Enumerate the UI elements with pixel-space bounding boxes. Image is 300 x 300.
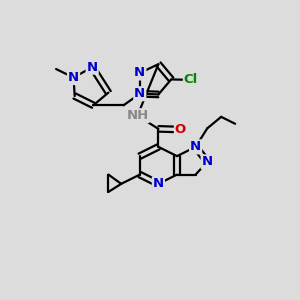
Text: N: N <box>87 61 98 74</box>
Text: N: N <box>190 140 201 153</box>
Text: Cl: Cl <box>184 74 198 86</box>
Text: N: N <box>202 155 213 168</box>
Text: N: N <box>134 67 146 80</box>
Text: N: N <box>68 71 79 84</box>
Text: NH: NH <box>126 109 148 122</box>
Text: N: N <box>153 177 164 190</box>
Text: O: O <box>175 123 186 136</box>
Text: N: N <box>134 87 146 100</box>
